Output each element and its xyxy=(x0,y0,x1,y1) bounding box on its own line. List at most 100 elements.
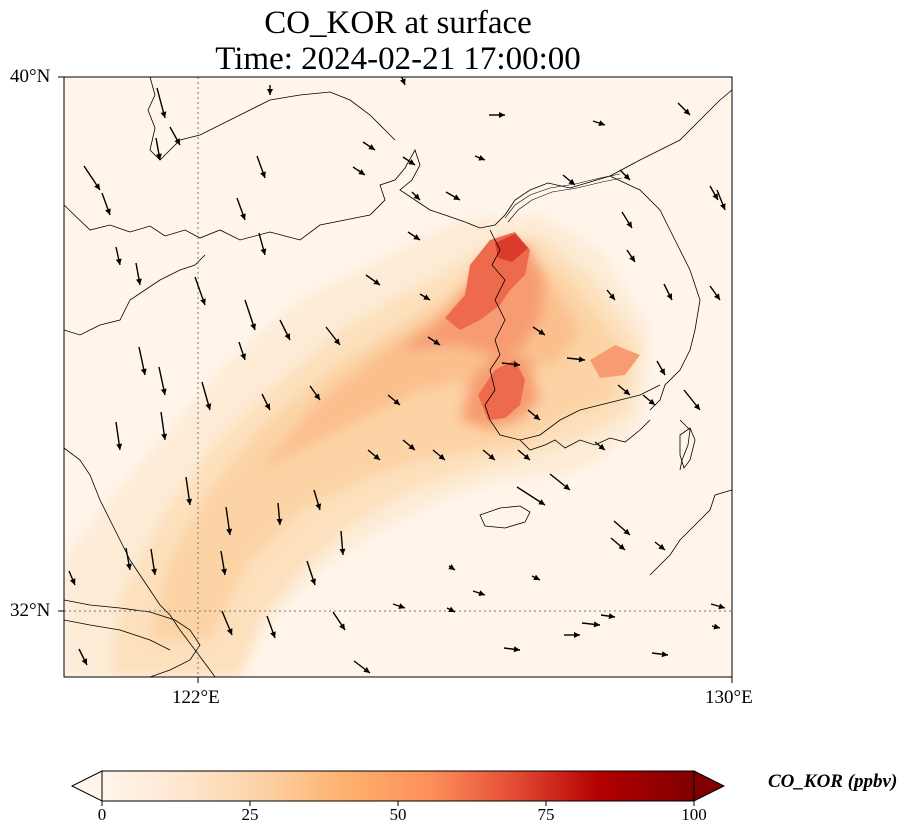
wind-arrow-head xyxy=(408,159,415,165)
gridlines xyxy=(64,77,732,677)
wind-arrow-head xyxy=(373,279,380,285)
wind-arrow-head xyxy=(578,356,585,363)
wind-arrow-head xyxy=(533,574,540,580)
wind-arrow-head xyxy=(333,338,340,345)
wind-arrow-head xyxy=(226,628,233,635)
wind-arrow-head xyxy=(538,499,545,505)
wind-arrow-head xyxy=(81,658,87,665)
coastline-jeju xyxy=(479,505,531,529)
plume-east xyxy=(590,345,640,378)
colorbar-ticks xyxy=(101,801,695,806)
wind-arrow-head xyxy=(433,339,440,345)
wind-arrow-head xyxy=(448,606,455,612)
wind-arrow-head xyxy=(453,194,460,200)
coastline-liaodong xyxy=(64,149,611,241)
wind-arrow-head xyxy=(161,433,168,440)
wind-arrow-head xyxy=(478,154,485,161)
coastline-japan-west xyxy=(649,489,732,576)
wind-arrow-head xyxy=(438,453,445,460)
coastline-japan-kyushu xyxy=(679,419,691,471)
wind-arrow-head xyxy=(478,590,485,596)
wind-arrow-head xyxy=(413,234,420,240)
colorbar-label-75: 75 xyxy=(537,805,555,824)
coastlines xyxy=(64,77,732,677)
coastline-korea-east xyxy=(609,175,701,411)
wind-arrow-head xyxy=(683,108,690,115)
wind-arrow-head xyxy=(448,564,455,570)
wind-arrow-head xyxy=(155,153,162,160)
colorbar-title: CO_KOR (ppbv) xyxy=(768,771,898,792)
colorbar-label-50: 50 xyxy=(389,805,407,824)
wind-arrow-head xyxy=(718,603,725,610)
wind-arrow-head xyxy=(714,293,720,300)
wind-arrow-head xyxy=(598,120,605,126)
coastline-north-korea-east xyxy=(609,89,732,177)
wind-arrow-head xyxy=(488,453,495,460)
lon-tick-label-130: 130°E xyxy=(705,687,753,708)
colorbar-gradient xyxy=(101,770,695,802)
wind-arrow-head xyxy=(310,578,316,585)
wind-arrow-head xyxy=(363,667,370,673)
map-frame xyxy=(63,76,733,678)
wind-arrow-head xyxy=(538,329,545,335)
wind-arrow-head xyxy=(719,203,726,210)
wind-arrow-head xyxy=(270,631,276,638)
wind-arrow-head xyxy=(626,221,632,228)
plume-core-south xyxy=(478,360,525,420)
wind-arrow-head xyxy=(339,623,345,630)
wind-arrow-head xyxy=(618,543,625,550)
wind-arrow-head xyxy=(160,388,167,395)
coastline-korea-west xyxy=(484,229,661,441)
wind-arrow-head xyxy=(200,298,206,305)
wind-arrow-head xyxy=(115,258,122,265)
lat-tick-label-32: 32°N xyxy=(10,600,51,621)
wind-arrow-head xyxy=(648,398,655,405)
wind-arrow-head xyxy=(608,293,615,300)
wind-arrow-head xyxy=(339,548,346,555)
coastline-china-east xyxy=(64,254,206,336)
wind-arrow-head xyxy=(623,173,630,180)
wind-arrow-head xyxy=(658,543,665,550)
wind-arrow-head xyxy=(693,403,700,410)
wind-arrow-head xyxy=(314,393,320,400)
wind-arrow-head xyxy=(666,293,672,300)
coastline-bohai-north xyxy=(147,77,396,161)
wind-arrow-head xyxy=(250,323,256,330)
wind-arrow-head xyxy=(116,443,123,450)
wind-arrow-head xyxy=(398,603,405,609)
colorbar-extend-min xyxy=(70,770,103,802)
colorbar-extend-max xyxy=(693,770,726,802)
wind-arrow-head xyxy=(563,483,570,490)
wind-arrow-head xyxy=(135,278,142,285)
wind-arrow-head xyxy=(284,333,290,340)
wind-arrow-head xyxy=(264,403,270,410)
wind-arrow-head xyxy=(568,178,575,185)
wind-arrow-head xyxy=(574,632,580,638)
wind-arrow-head xyxy=(140,368,147,375)
plot-subtitle: Time: 2024-02-21 17:00:00 xyxy=(215,41,581,77)
wind-arrow-head xyxy=(174,138,180,145)
wind-arrow-head xyxy=(533,413,540,420)
border-china-korea-2 xyxy=(507,177,623,223)
coastline-yangtze-inner xyxy=(64,619,171,651)
wind-arrow-head xyxy=(373,453,380,460)
colorbar xyxy=(70,770,726,806)
wind-arrow-head xyxy=(205,403,212,410)
wind-arrow-head xyxy=(240,213,246,220)
lon-tick-label-122: 122°E xyxy=(172,687,220,708)
coastline-shandong xyxy=(64,447,216,677)
wind-arrow-head xyxy=(629,255,635,262)
wind-arrow-head xyxy=(598,443,605,450)
wind-arrow-head xyxy=(151,568,158,575)
wind-arrow-head xyxy=(393,398,400,405)
wind-arrow-head xyxy=(413,193,420,200)
wind-arrow-head xyxy=(513,646,520,653)
wind-arrow-head xyxy=(661,651,668,658)
wind-vectors xyxy=(68,77,726,674)
wind-arrow-head xyxy=(105,208,111,215)
lat-tick-label-40: 40°N xyxy=(10,66,51,87)
wind-arrow-head xyxy=(399,78,406,85)
wind-arrow-head xyxy=(69,578,76,585)
wind-arrow-head xyxy=(513,361,520,368)
wind-arrow-head xyxy=(94,183,100,190)
